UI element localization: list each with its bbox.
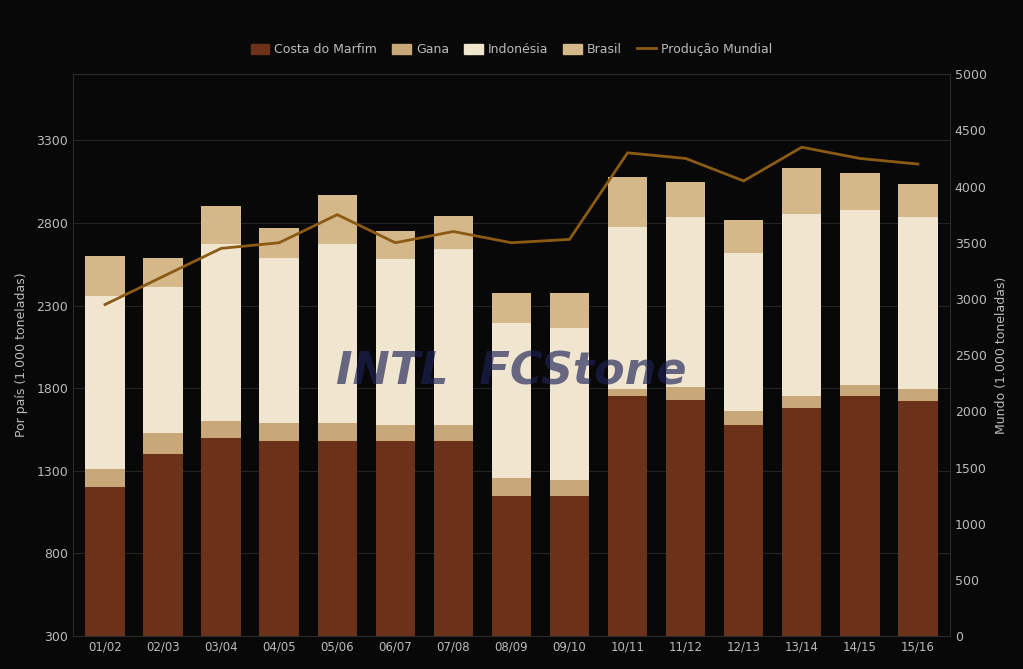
Bar (492, 293, 531, 323)
Bar (898, 184, 938, 217)
Bar (840, 209, 880, 385)
Bar (608, 397, 648, 636)
Bar (549, 496, 589, 636)
Bar (898, 401, 938, 636)
Legend: Costa do Marfim, Gana, Indonésia, Brasil, Produção Mundial: Costa do Marfim, Gana, Indonésia, Brasil… (246, 38, 777, 62)
Bar (666, 387, 706, 400)
Bar (840, 385, 880, 397)
Bar (317, 441, 357, 636)
Bar (666, 183, 706, 217)
Bar (724, 411, 763, 425)
Bar (782, 167, 821, 214)
Bar (492, 323, 531, 478)
Bar (143, 258, 183, 288)
Bar (375, 260, 415, 425)
Y-axis label: Mundo (1.000 toneladas): Mundo (1.000 toneladas) (995, 276, 1008, 434)
Bar (840, 173, 880, 209)
Bar (202, 438, 240, 636)
Bar (724, 254, 763, 411)
Bar (85, 469, 125, 488)
Bar (724, 425, 763, 636)
Bar (434, 425, 473, 441)
Bar (724, 220, 763, 254)
Bar (492, 478, 531, 496)
Bar (85, 296, 125, 469)
Bar (434, 250, 473, 425)
Bar (375, 441, 415, 636)
Bar (492, 496, 531, 636)
Bar (260, 441, 299, 636)
Bar (434, 216, 473, 250)
Bar (143, 288, 183, 433)
Bar (608, 389, 648, 397)
Bar (143, 454, 183, 636)
Bar (317, 423, 357, 441)
Bar (898, 217, 938, 389)
Bar (840, 397, 880, 636)
Bar (260, 423, 299, 441)
Bar (434, 441, 473, 636)
Bar (782, 214, 821, 395)
Bar (375, 231, 415, 260)
Bar (549, 293, 589, 328)
Bar (782, 395, 821, 408)
Bar (549, 480, 589, 496)
Bar (202, 421, 240, 438)
Bar (260, 228, 299, 258)
Y-axis label: Por país (1.000 toneladas): Por país (1.000 toneladas) (15, 273, 28, 438)
Bar (666, 400, 706, 636)
Bar (375, 425, 415, 441)
Bar (608, 177, 648, 227)
Bar (85, 488, 125, 636)
Bar (202, 206, 240, 244)
Bar (782, 408, 821, 636)
Bar (608, 227, 648, 389)
Bar (202, 244, 240, 421)
Bar (260, 258, 299, 423)
Bar (317, 195, 357, 244)
Text: INTL  FCStone: INTL FCStone (337, 351, 686, 393)
Bar (666, 217, 706, 387)
Bar (317, 244, 357, 423)
Bar (85, 256, 125, 296)
Bar (898, 389, 938, 401)
Bar (549, 328, 589, 480)
Bar (143, 433, 183, 454)
